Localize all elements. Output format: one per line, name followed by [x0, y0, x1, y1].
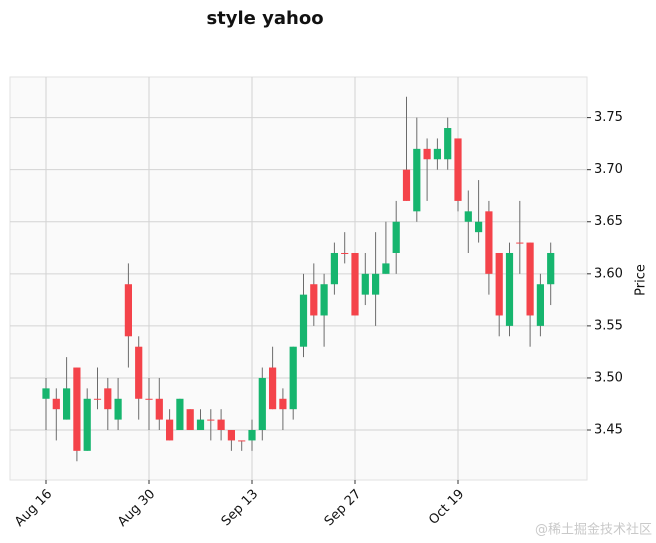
candle-body [495, 252, 503, 316]
candle-body [258, 377, 266, 431]
y-axis-label: Price [634, 264, 649, 296]
candle-body [444, 128, 452, 160]
candle-body [166, 419, 174, 441]
x-tick-label: Aug 30 [115, 487, 158, 530]
candle-body [176, 398, 184, 431]
chart-title: style yahoo [206, 8, 323, 29]
candle-body [299, 294, 308, 347]
candle-body [124, 284, 132, 337]
candle-body [248, 430, 256, 441]
candle-body [186, 409, 194, 431]
candle-body [289, 346, 297, 410]
x-tick-label: Sep 13 [219, 487, 262, 530]
candle-body [382, 263, 390, 274]
candle-body [526, 242, 534, 316]
candle-body [42, 388, 50, 399]
candle-body [217, 419, 225, 431]
candle-body [145, 398, 153, 400]
y-tick-label: 3.55 [594, 318, 623, 333]
candle-body [104, 388, 112, 410]
candle-body [464, 211, 472, 222]
candle-body [547, 252, 555, 285]
candle-body [238, 440, 246, 442]
candle-body [52, 398, 60, 410]
watermark: @稀土掘金技术社区 [535, 522, 652, 538]
x-tick-label: Sep 27 [322, 487, 365, 530]
candle-body [485, 211, 493, 274]
candle-body [73, 367, 81, 451]
candle-body [93, 398, 102, 400]
candle-body [341, 252, 349, 254]
candle-body [83, 398, 91, 451]
candle-body [516, 242, 524, 244]
candle-body [279, 398, 287, 410]
plot-area [9, 76, 588, 481]
y-tick-label: 3.70 [594, 162, 623, 177]
x-tick-label: Aug 16 [12, 487, 55, 530]
candle-body [269, 367, 277, 410]
candle-body [320, 284, 328, 316]
candle-body [505, 252, 514, 326]
x-tick-label: Oct 19 [426, 487, 467, 528]
candle-body [413, 148, 421, 212]
candle-body [135, 346, 143, 399]
candle-body [63, 388, 71, 420]
candle-body [155, 398, 163, 420]
candle-body [475, 221, 483, 233]
y-tick-label: 3.50 [594, 370, 623, 385]
y-tick-label: 3.75 [594, 110, 623, 125]
y-tick-label: 3.65 [594, 214, 623, 229]
candle-body [454, 138, 462, 201]
y-tick-label: 3.60 [594, 266, 623, 281]
candle-body [207, 419, 215, 421]
candle-body [114, 398, 122, 420]
candle-body [361, 273, 369, 295]
candle-body [351, 252, 359, 316]
candle-body [227, 430, 235, 441]
candle-body [402, 169, 411, 201]
candle-body [392, 221, 400, 253]
candle-body [423, 148, 431, 160]
y-tick-label: 3.45 [594, 423, 623, 438]
candle-body [433, 148, 441, 160]
candle-body [196, 419, 205, 431]
candle-body [330, 252, 338, 285]
candle-body [310, 284, 318, 316]
candle-body [372, 273, 380, 295]
candle-body [536, 284, 544, 326]
